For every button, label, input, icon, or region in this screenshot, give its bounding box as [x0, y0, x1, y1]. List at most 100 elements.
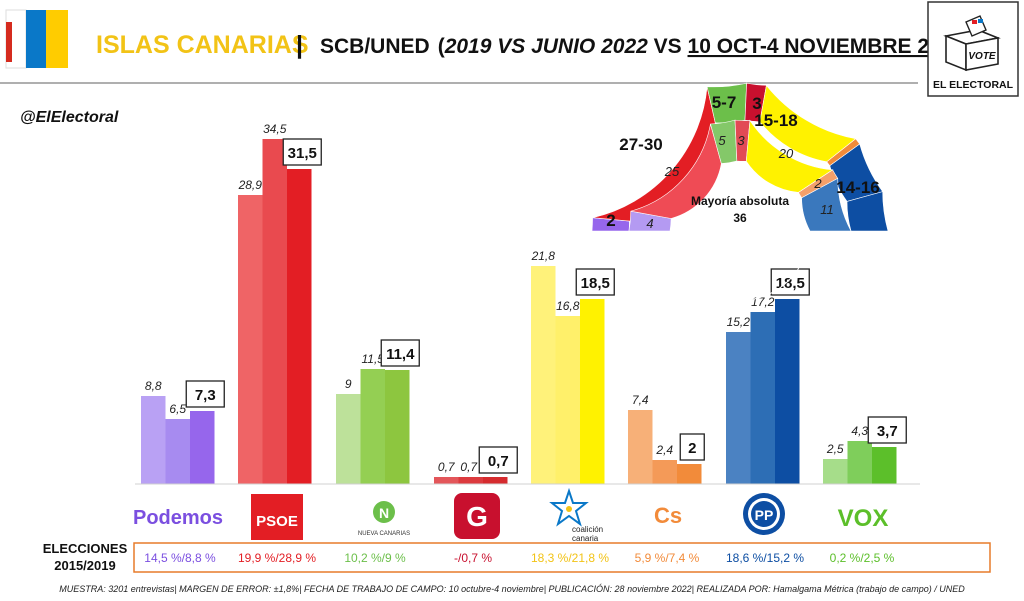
- seat-range-label-2: 27-30: [619, 135, 662, 154]
- bar-callout-box-3: [380, 339, 420, 367]
- drago-logo: G: [454, 493, 500, 539]
- bar-5-2: [555, 316, 580, 484]
- legend-item-5: 18,3 %/21,8 %: [531, 551, 609, 565]
- bar-callout-box-4: [478, 446, 518, 474]
- bar-label-8-2: 4,3: [851, 424, 868, 438]
- bar-label-2-2: 34,5: [263, 122, 287, 136]
- bar-8-1: [823, 459, 848, 484]
- inner-seat-label-2: 25: [664, 164, 680, 179]
- footer-note: MUESTRA: 3201 entrevistas| MARGEN DE ERR…: [59, 584, 965, 594]
- legend-item-3: 10,2 %/9 %: [344, 551, 406, 565]
- pp-logo: PP: [743, 493, 785, 535]
- psoe-logo-text: PSOE: [256, 513, 298, 530]
- bar-1-1: [141, 396, 166, 484]
- bar-7-3: [775, 299, 800, 484]
- header-pollster: SCB/UNED: [320, 35, 430, 58]
- inner-seat-label-4: 3: [737, 133, 745, 148]
- bar-2-2: [262, 139, 287, 484]
- bar-callout-box-6: [679, 433, 705, 461]
- coalicion-canaria-logo: coalición canaria: [549, 487, 603, 543]
- bar-2-3: [287, 169, 312, 484]
- bar-8-3: [872, 447, 897, 484]
- header: ISLAS CANARIAS | SCB/UNED (2019 VS JUNIO …: [0, 9, 971, 84]
- bar-label-8-3: 3,7: [877, 423, 898, 440]
- legend-box: [133, 542, 991, 573]
- bar-group-3: 9 11,5 11,4: [336, 339, 420, 484]
- seat-range-label-5: 15-18: [754, 111, 797, 130]
- bar-8-2: [847, 441, 872, 484]
- bar-chart: 8,8 6,5 7,3 28,9 34,531,5 9 11,5 11,4 0,7 0,7 0,7 2…: [141, 122, 907, 484]
- flag-stripe-yellow: [46, 10, 68, 68]
- bar-1-3: [190, 411, 215, 484]
- bar-callout-box-1: [185, 380, 225, 408]
- handle: @ElElectoral: [20, 109, 119, 126]
- bar-group-2: 28,9 34,531,5: [238, 122, 322, 484]
- legend-item-7: 18,6 %/15,2 %: [726, 551, 804, 565]
- header-fieldwork: 10 OCT-4 NOVIEMBRE 2022: [688, 35, 965, 58]
- ballot-box-icon: [943, 15, 1001, 72]
- bar-callout-box-7: [770, 268, 810, 296]
- header-separator: |: [296, 31, 303, 59]
- bar-label-7-3: 18,5: [776, 275, 805, 292]
- bar-6-3: [677, 464, 702, 484]
- inner-seat-label-1: 4: [646, 216, 653, 231]
- bar-3-3: [385, 370, 410, 484]
- bar-3-2: [360, 369, 385, 484]
- podemos-logo: Podemos: [133, 507, 223, 529]
- party-logos: Podemos PSOE N NUEVA CANARIAS G coalició…: [133, 487, 888, 543]
- seat-range-label-7: 14-16: [836, 178, 879, 197]
- majority-seats: 36: [733, 211, 747, 225]
- bar-6-1: [628, 410, 653, 484]
- logo-name: EL ELECTORAL: [933, 79, 1014, 91]
- bar-2-1: [238, 195, 263, 484]
- inner-seat-label-3: 5: [718, 133, 726, 148]
- bar-group-1: 8,8 6,5 7,3: [141, 379, 225, 484]
- legend-item-2: 19,9 %/28,9 %: [238, 551, 316, 565]
- bar-7-2: [750, 312, 775, 484]
- nc-logo-name: NUEVA CANARIAS: [358, 531, 410, 537]
- inner-seat-label-7: 11: [820, 202, 834, 217]
- legend-item-4: -/0,7 %: [454, 551, 492, 565]
- seat-range-label-4: 3: [752, 94, 761, 113]
- cc-logo-name-1: coalición: [572, 525, 603, 534]
- majority-label: Mayoría absoluta: [691, 194, 789, 208]
- legend-items: 14,5 %/8,8 % 19,9 %/28,9 % 10,2 %/9 % -/0,7…: [144, 551, 894, 565]
- bar-label-5-3: 18,5: [581, 275, 610, 292]
- bar-label-7-1: 15,2: [727, 315, 751, 329]
- seat-range-label-3: 5-7: [712, 93, 737, 112]
- legend-item-1: 14,5 %/8,8 %: [144, 551, 216, 565]
- header-paren-open: (: [438, 35, 445, 58]
- legend-title-2: 2015/2019: [54, 558, 115, 573]
- bar-callout-box-5: [575, 268, 615, 296]
- bar-label-6-1: 7,4: [632, 393, 649, 407]
- bar-label-6-3: 2: [688, 440, 696, 457]
- bar-label-4-2: 0,7: [460, 460, 478, 474]
- flag-stripe-blue: [26, 10, 46, 68]
- el-electoral-logo: VOTE EL ELECTORAL: [927, 1, 1019, 97]
- bar-4-2: [458, 477, 483, 484]
- bar-label-1-2: 6,5: [169, 402, 186, 416]
- bar-label-4-1: 0,7: [438, 460, 456, 474]
- bar-3-1: [336, 394, 361, 484]
- bar-group-6: 7,4 2,4 2: [628, 393, 705, 484]
- header-subtitle: SCB/UNED (2019 VS JUNIO 2022 VS 10 OCT-4 …: [320, 35, 971, 58]
- bar-label-4-3: 0,7: [488, 453, 509, 470]
- bar-group-4: 0,7 0,7 0,7: [434, 446, 518, 484]
- bar-label-1-3: 7,3: [195, 387, 216, 404]
- bar-label-5-2: 16,8: [556, 299, 580, 313]
- bar-label-3-1: 9: [345, 377, 352, 391]
- nueva-canarias-logo: N NUEVA CANARIAS: [358, 501, 410, 537]
- flag-stripe-red: [6, 22, 12, 62]
- logo-vote: VOTE: [968, 51, 996, 62]
- legend-item-8: 0,2 %/2,5 %: [830, 551, 895, 565]
- legend-item-6: 5,9 %/7,4 %: [635, 551, 700, 565]
- bar-5-1: [531, 266, 556, 484]
- bar-label-8-1: 2,5: [826, 442, 844, 456]
- inner-segment-7: [801, 177, 852, 232]
- bar-5-3: [580, 299, 605, 484]
- bar-7-1: [726, 332, 751, 484]
- bar-group-5: 21,8 16,818,5: [531, 249, 615, 484]
- bar-6-2: [652, 460, 677, 484]
